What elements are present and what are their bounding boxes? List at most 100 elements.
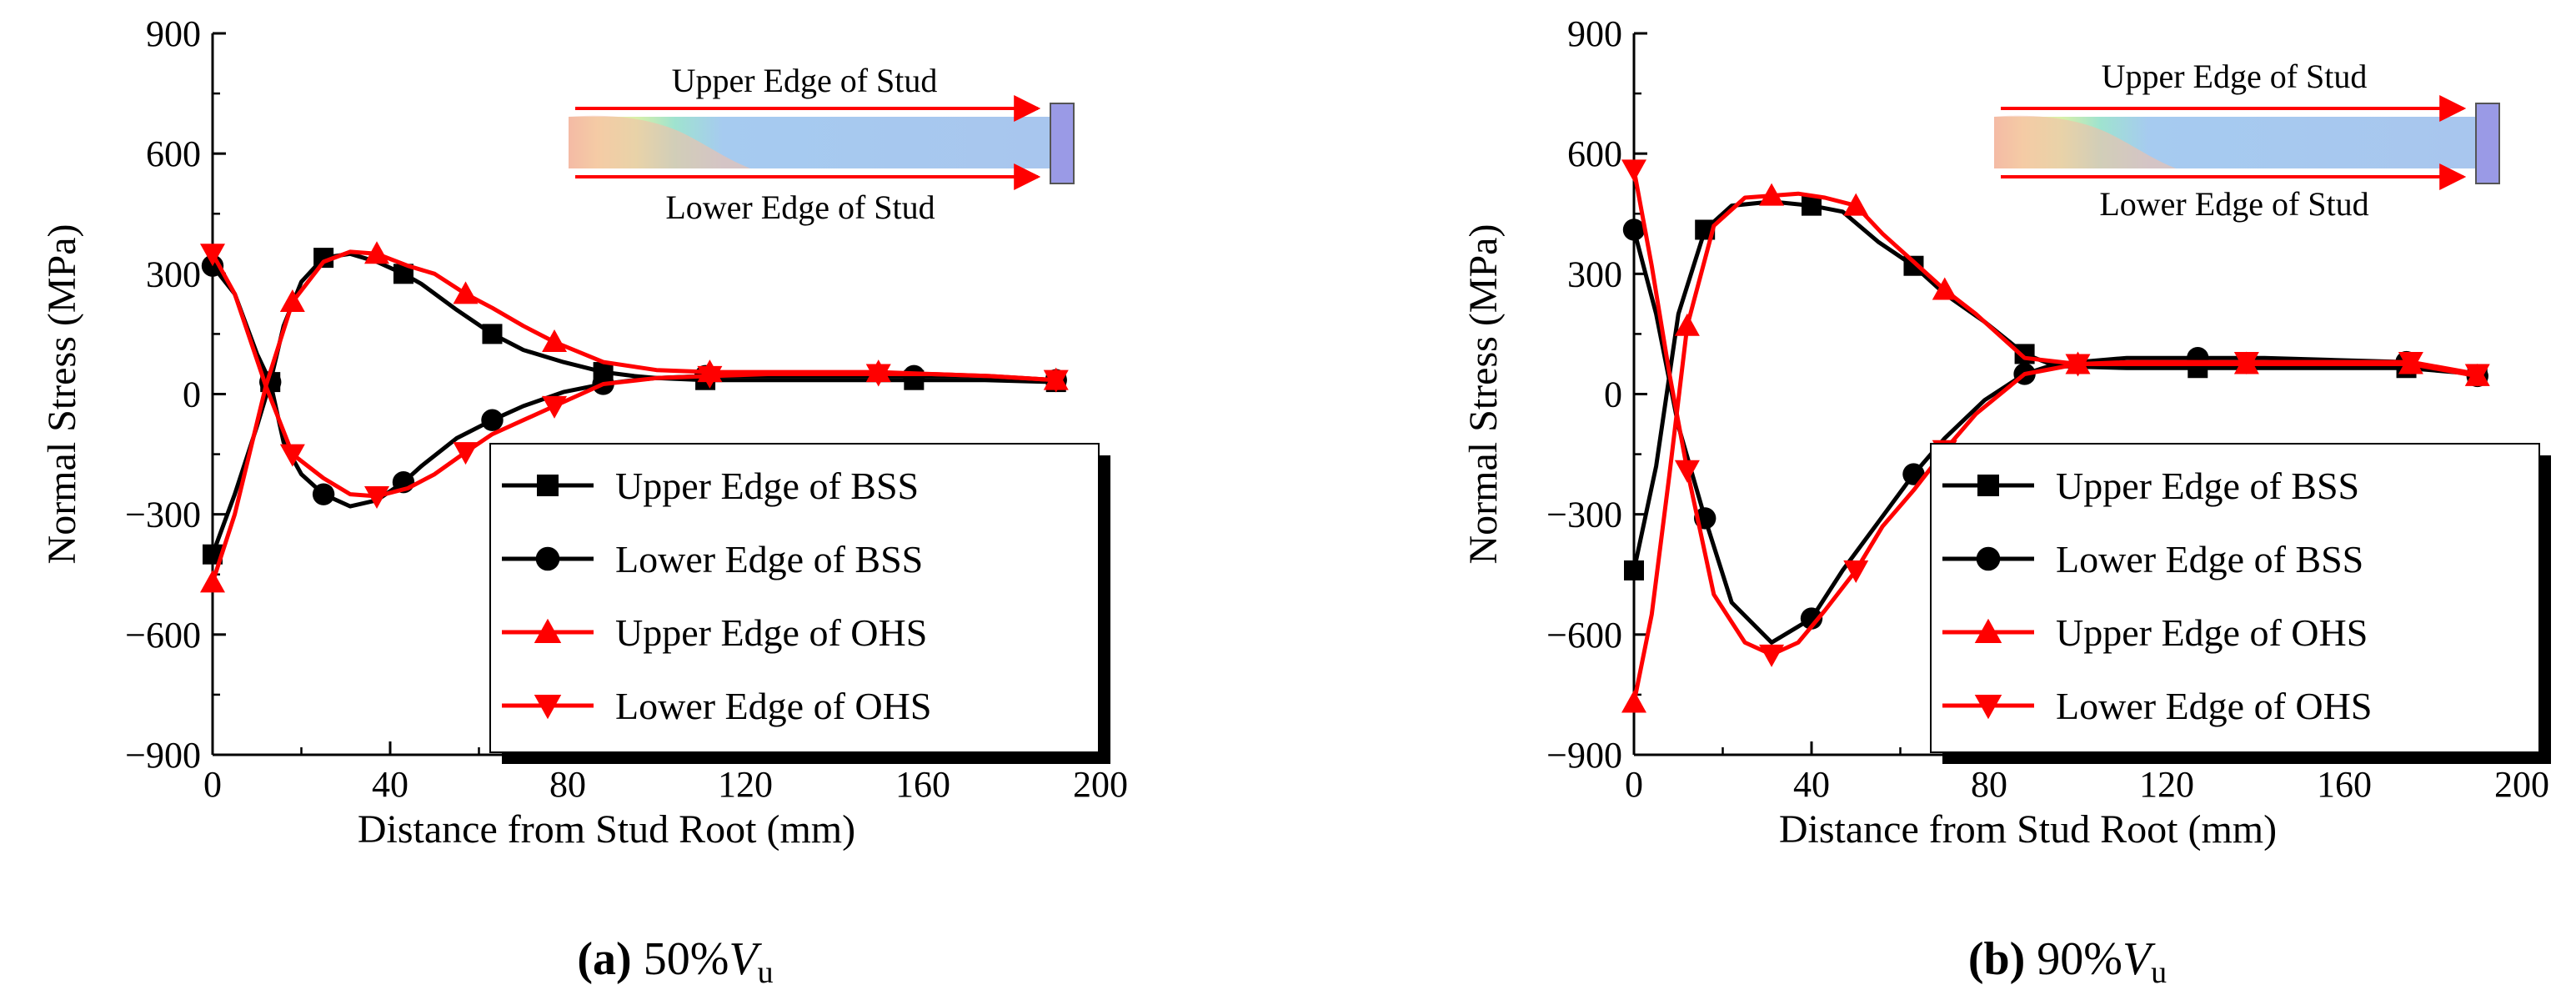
data-point	[279, 444, 305, 467]
legend-marker	[534, 695, 562, 720]
data-point	[200, 570, 225, 593]
y-axis-title: Normal Stress (MPa)	[40, 224, 84, 565]
legend-item: Upper Edge of OHS	[1942, 611, 2368, 654]
x-tick-label: 0	[1625, 764, 1643, 805]
data-point	[2398, 352, 2423, 375]
data-point	[1674, 460, 1700, 483]
y-tick-label: −300	[1546, 495, 1622, 535]
plot-area: −900 −600 −300 0 300 600 900 0 40 80 120 160 200 Dist…	[1461, 13, 2549, 852]
y-tick-label: 900	[1567, 13, 1622, 54]
data-point	[1043, 369, 1069, 393]
y-tick-label: 0	[1604, 374, 1622, 415]
stud-inset: Upper Edge of Stud Lower Edge of Stud	[569, 62, 1075, 226]
y-tick-label: −900	[1546, 735, 1622, 776]
legend-label: Lower Edge of OHS	[615, 685, 931, 727]
data-point	[453, 442, 479, 465]
x-tick-label: 40	[1793, 764, 1830, 805]
inset-upper-label: Upper Edge of Stud	[2102, 58, 2368, 95]
chart-panel-a: −900 −600 −300 0 300 600 900 0 40 80 120 160 200 Dist…	[40, 13, 1128, 990]
data-point	[279, 289, 305, 312]
legend-label: Lower Edge of BSS	[2056, 538, 2363, 580]
legend-label: Lower Edge of BSS	[615, 538, 923, 580]
data-point	[364, 241, 390, 264]
x-tick-label: 160	[895, 764, 950, 805]
chart-panel-b: −900 −600 −300 0 300 600 900 0 40 80 120 160 200 Dist…	[1461, 13, 2551, 990]
x-tick-label: 80	[1971, 764, 2007, 805]
data-point	[1902, 463, 1925, 485]
series-line	[1631, 168, 2478, 657]
series-lower-edge-of-ohs	[200, 244, 1069, 510]
data-point	[482, 324, 503, 344]
data-point	[312, 483, 335, 505]
y-tick-label: 0	[183, 374, 201, 415]
data-point	[1621, 690, 1646, 713]
plot-area: −900 −600 −300 0 300 600 900 0 40 80 120 160 200 Dist…	[40, 13, 1128, 852]
legend-marker	[1976, 546, 2001, 571]
legend-marker	[1974, 618, 2002, 643]
x-tick-label: 120	[2139, 764, 2194, 805]
y-tick-label: 300	[146, 254, 201, 294]
stud-inset: Upper Edge of Stud Lower Edge of Stud	[1994, 58, 2500, 223]
legend-item: Upper Edge of BSS	[1942, 465, 2359, 507]
stud-contour	[569, 115, 750, 168]
x-tick-label: 200	[1073, 764, 1128, 805]
data-point	[1759, 183, 1785, 206]
data-point	[1800, 607, 1823, 630]
data-point	[481, 409, 504, 431]
data-point	[2464, 364, 2490, 387]
x-axis-title: Distance from Stud Root (mm)	[1779, 807, 2277, 852]
legend-item: Lower Edge of OHS	[502, 685, 931, 727]
x-tick-label: 200	[2494, 764, 2549, 805]
data-point	[865, 364, 891, 387]
legend-frame	[1930, 443, 2540, 753]
legend-marker	[537, 475, 559, 496]
y-tick-label: −900	[125, 735, 201, 776]
y-axis-title: Normal Stress (MPa)	[1461, 224, 1506, 565]
series-line	[210, 253, 1056, 499]
data-point	[2233, 352, 2259, 375]
data-point	[1932, 277, 1957, 300]
inset-lower-label: Lower Edge of Stud	[665, 188, 935, 226]
legend-label: Upper Edge of BSS	[615, 465, 919, 507]
panel-caption: (b) 90%Vu	[1968, 933, 2167, 990]
stud-head	[2475, 103, 2500, 184]
legend-marker	[1977, 475, 1999, 496]
legend-frame	[489, 443, 1100, 753]
data-point	[542, 395, 568, 419]
legend-label: Upper Edge of BSS	[2056, 465, 2359, 507]
data-point	[364, 486, 390, 510]
data-point	[200, 244, 225, 267]
x-tick-label: 120	[718, 764, 773, 805]
data-point	[1624, 560, 1644, 580]
legend-label: Upper Edge of OHS	[2056, 611, 2368, 654]
data-point	[1622, 219, 1646, 241]
legend-item: Upper Edge of OHS	[502, 611, 927, 654]
data-point	[697, 365, 723, 389]
data-point	[453, 281, 479, 304]
legend-marker	[534, 618, 562, 643]
y-tick-label: −600	[1546, 615, 1622, 656]
y-tick-label: −300	[125, 495, 201, 535]
y-tick-label: −600	[125, 615, 201, 656]
inset-lower-label: Lower Edge of Stud	[2099, 185, 2368, 223]
legend: Upper Edge of BSS Lower Edge of BSS Upper …	[489, 443, 1110, 764]
legend: Upper Edge of BSS Lower Edge of BSS Upper …	[1930, 443, 2551, 764]
x-tick-label: 160	[2317, 764, 2372, 805]
legend-item: Upper Edge of BSS	[502, 465, 919, 507]
data-point	[1843, 193, 1869, 216]
y-tick-label: 300	[1567, 254, 1622, 294]
y-tick-label: 600	[146, 133, 201, 174]
legend-item: Lower Edge of BSS	[1942, 538, 2363, 580]
data-point	[1674, 313, 1700, 336]
x-axis-title: Distance from Stud Root (mm)	[358, 807, 855, 852]
x-tick-label: 80	[549, 764, 586, 805]
data-point	[2065, 354, 2091, 377]
data-point	[1802, 195, 1822, 216]
x-tick-label: 40	[372, 764, 408, 805]
legend-label: Upper Edge of OHS	[615, 611, 927, 654]
legend-label: Lower Edge of OHS	[2056, 685, 2372, 727]
x-tick-label: 0	[203, 764, 222, 805]
inset-upper-label: Upper Edge of Stud	[672, 62, 938, 99]
legend-marker	[535, 546, 560, 571]
